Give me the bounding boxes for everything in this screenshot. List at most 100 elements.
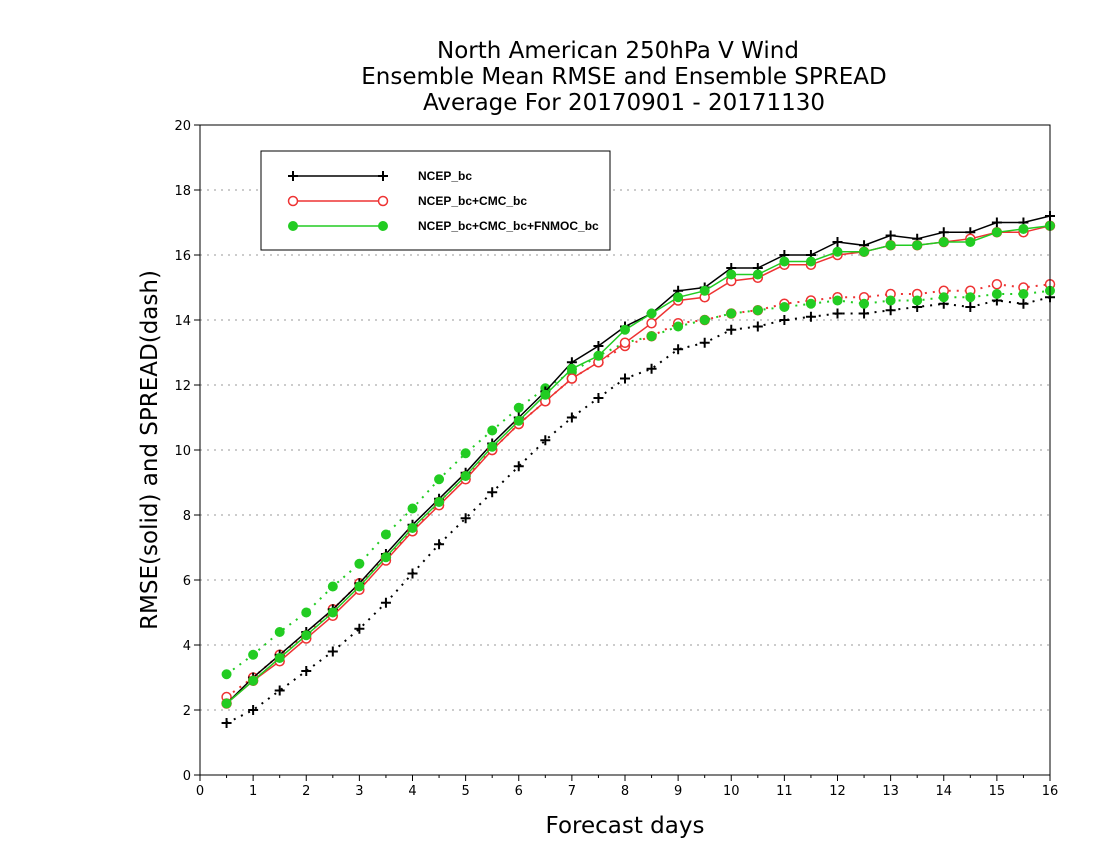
series-1-spread-point — [1018, 298, 1029, 309]
legend-marker-3-a — [288, 221, 298, 231]
legend-label-2: NCEP_bc+CMC_bc — [418, 194, 527, 208]
series-3-rmse-point — [274, 653, 285, 663]
series-3-spread-point — [301, 607, 312, 618]
y-tick-label: 16 — [174, 249, 191, 264]
series-3-rmse-point — [965, 237, 976, 247]
series-1-spread-point — [248, 705, 259, 715]
series-3-spread-point — [434, 474, 445, 485]
series-1-spread-point — [779, 315, 790, 325]
series-1-spread-point — [221, 718, 232, 728]
legend-label-3: NCEP_bc+CMC_bc+FNMOC_bc — [418, 219, 599, 233]
series-1-rmse-point — [991, 217, 1002, 228]
series-2-rmse-point — [646, 318, 657, 329]
series-3-spread-point — [885, 295, 896, 306]
x-tick-label: 5 — [461, 784, 469, 799]
series-1-spread-line — [226, 296, 1051, 724]
series-3-spread-point — [646, 331, 657, 342]
series-1-rmse-point — [938, 227, 949, 238]
series-3-spread-point — [354, 558, 365, 569]
x-tick-label: 14 — [935, 784, 952, 799]
legend: NCEP_bc NCEP_bc+CMC_bc NCEP_bc+CMC_bc+FNMO… — [260, 150, 611, 251]
series-3-rmse-point — [566, 363, 577, 374]
series-1-rmse-line — [226, 215, 1051, 705]
legend-marker-1-a — [288, 171, 298, 181]
series-1-spread-point — [859, 308, 870, 319]
series-1-spread-point — [540, 435, 551, 446]
series-3-rmse-point — [699, 285, 710, 296]
series-3-spread-point — [805, 298, 816, 309]
series-1-spread-point — [752, 321, 763, 332]
series-1-spread-point — [407, 568, 418, 579]
series-1-spread-point — [832, 308, 843, 319]
y-tick-label: 8 — [183, 509, 191, 524]
series-2-rmse-point — [619, 337, 631, 348]
series-3-rmse-point — [1018, 224, 1029, 234]
series-3-spread-point — [991, 289, 1002, 299]
series-3-spread-point — [274, 627, 285, 637]
series-3-rmse-line — [226, 225, 1051, 705]
series-3-rmse-point — [885, 240, 896, 251]
series-2-rmse-line — [226, 225, 1051, 705]
series-3-rmse-point — [407, 523, 418, 533]
series-3-spread-point — [752, 305, 763, 316]
series-3-spread-point — [859, 298, 870, 309]
series-3-spread-point — [513, 402, 524, 413]
series-1-spread-point — [593, 393, 604, 403]
y-tick-label: 18 — [174, 184, 191, 199]
x-tick-label: 6 — [515, 784, 523, 799]
series-3-spread-point — [221, 669, 232, 680]
series-3-rmse-point — [752, 269, 763, 280]
title-line-3: Average For 20170901 - 20171130 — [423, 90, 825, 116]
series-1-rmse-point — [832, 237, 843, 247]
grid-lines — [200, 189, 1050, 711]
series-3-spread-point — [673, 321, 684, 332]
x-tick-label: 3 — [355, 784, 363, 799]
x-tick-label: 10 — [723, 784, 740, 799]
series-3-spread-point — [779, 302, 790, 312]
series-3-rmse-point — [487, 441, 498, 452]
y-axis-label: RMSE(solid) and SPREAD(dash) — [137, 270, 163, 630]
series-3-rmse-point — [779, 256, 790, 267]
x-tick-label: 13 — [882, 784, 899, 799]
series-1-spread-point — [380, 597, 391, 608]
series-3-rmse-point — [620, 324, 630, 335]
series-3-spread-point — [460, 448, 471, 459]
series-layer — [221, 211, 1056, 728]
series-3-rmse-point — [593, 350, 604, 361]
series-1-rmse-point — [885, 230, 896, 241]
series-3-rmse-point — [805, 256, 816, 267]
y-tick-label: 0 — [183, 769, 191, 784]
series-1-spread-point — [327, 646, 338, 657]
series-3-rmse-point — [460, 471, 471, 481]
series-3-rmse-point — [434, 497, 445, 507]
series-3-spread-line — [226, 289, 1051, 676]
y-tick-label: 10 — [174, 444, 191, 459]
title-line-2: Ensemble Mean RMSE and Ensemble SPREAD — [361, 64, 886, 90]
series-3-rmse-point — [726, 269, 737, 280]
legend-marker-2-b — [377, 195, 389, 207]
series-3-rmse-point — [327, 607, 338, 618]
x-axis-label: Forecast days — [546, 813, 705, 839]
chart-title: North American 250hPa V Wind Ensemble Me… — [361, 38, 886, 116]
series-3-rmse-point — [938, 237, 949, 247]
series-3-spread-point — [407, 503, 418, 514]
x-tick-label: 12 — [829, 784, 846, 799]
y-tick-label: 2 — [183, 704, 191, 719]
y-tick-label: 6 — [183, 574, 191, 589]
x-tick-label: 2 — [302, 784, 310, 799]
y-tick-label: 4 — [183, 639, 191, 654]
series-1-spread-point — [301, 666, 312, 676]
series-2-spread-line — [226, 283, 1051, 698]
title-line-1: North American 250hPa V Wind — [437, 38, 799, 64]
series-1-spread-point — [487, 487, 498, 498]
series-1-spread-point — [805, 311, 816, 322]
x-tick-label: 1 — [249, 784, 257, 799]
legend-marker-3-b — [378, 221, 388, 231]
y-tick-label: 20 — [174, 119, 191, 134]
series-3-spread-point — [380, 529, 391, 540]
series-1-spread-point — [726, 324, 737, 335]
series-3-spread-point — [699, 315, 710, 325]
x-tick-label: 15 — [989, 784, 1006, 799]
x-tick-label: 11 — [776, 784, 793, 799]
